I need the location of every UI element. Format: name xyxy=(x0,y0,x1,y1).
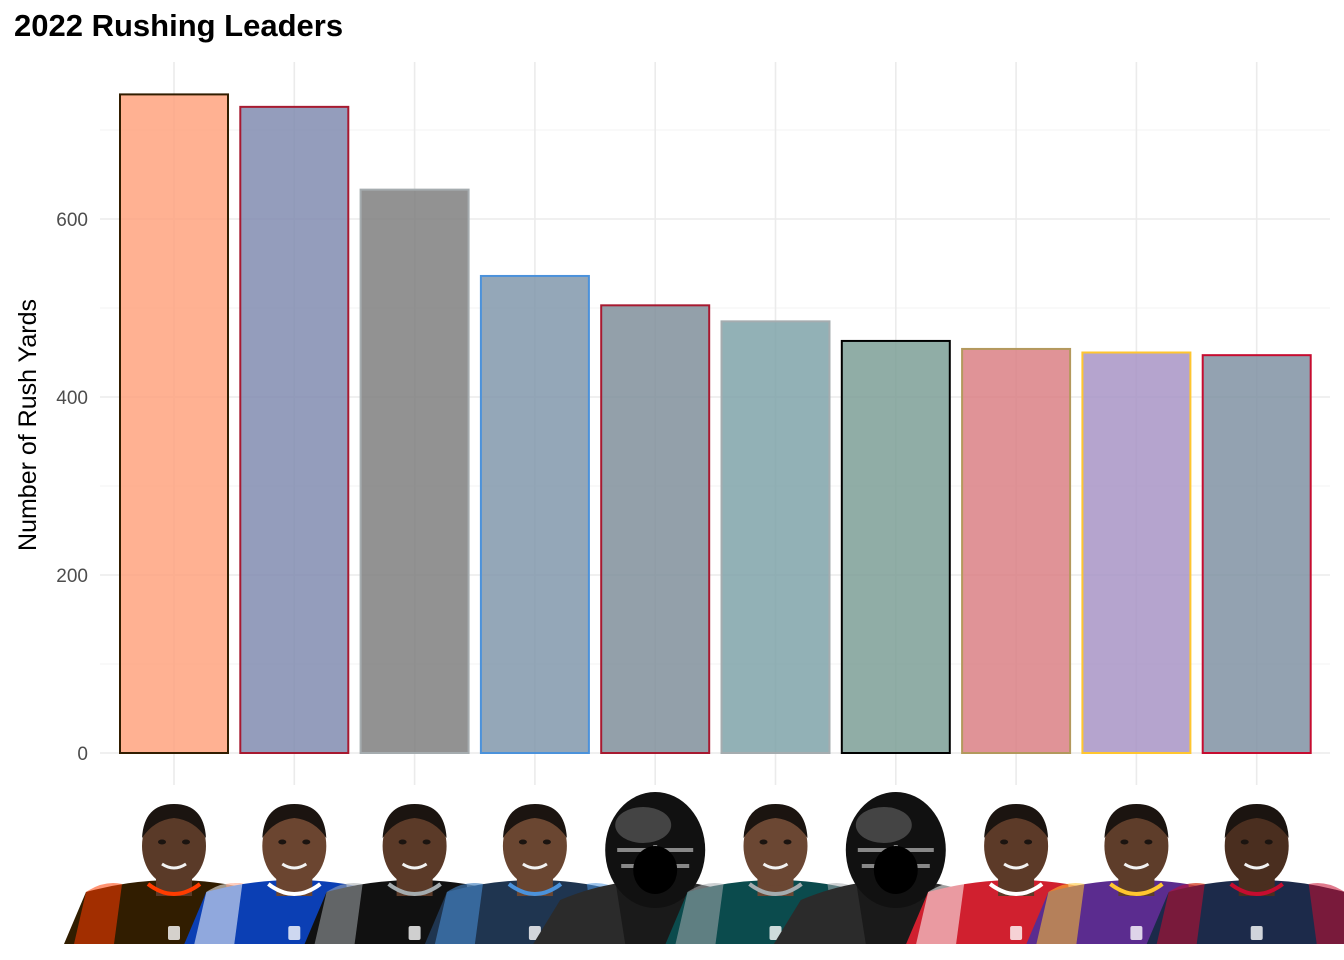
bar xyxy=(119,93,229,754)
player-images xyxy=(64,792,1344,944)
bar xyxy=(840,339,951,754)
bar xyxy=(600,304,711,754)
bar xyxy=(961,347,1072,754)
bar xyxy=(479,274,590,754)
y-axis-title: Number of Rush Yards xyxy=(14,299,42,551)
chart-title: 2022 Rushing Leaders xyxy=(14,8,344,43)
bar xyxy=(720,320,831,754)
bar xyxy=(1081,351,1192,754)
y-tick-labels: 0 200 400 600 xyxy=(56,210,88,765)
bar xyxy=(239,105,350,755)
player-headshot-image xyxy=(1146,804,1344,944)
bar xyxy=(359,188,470,754)
y-tick-label: 600 xyxy=(56,210,88,231)
bars xyxy=(119,93,1312,755)
y-tick-label: 400 xyxy=(56,388,88,409)
y-tick-label: 200 xyxy=(56,566,88,587)
y-tick-label: 0 xyxy=(77,744,88,765)
bar xyxy=(1201,354,1312,754)
